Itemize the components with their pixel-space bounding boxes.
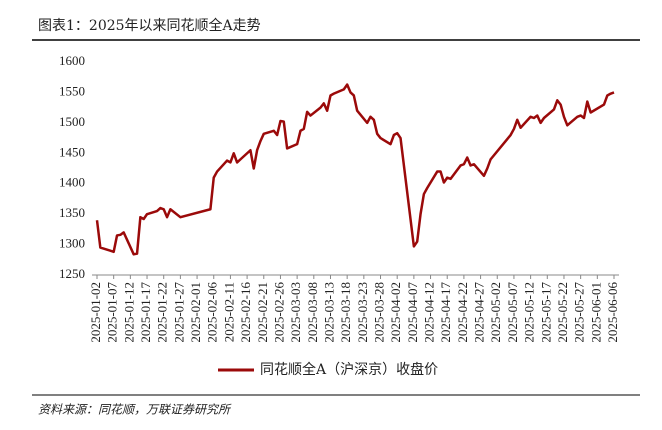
y-tick-label: 1350	[59, 205, 85, 220]
x-tick-label: 2025-02-26	[271, 282, 286, 343]
y-tick-label: 1400	[59, 175, 85, 190]
x-tick-label: 2025-04-27	[472, 282, 487, 343]
x-tick-label: 2025-04-17	[438, 282, 453, 343]
x-tick-label: 2025-02-21	[255, 282, 270, 343]
x-tick-label: 2025-03-03	[288, 282, 303, 343]
x-tick-label: 2025-03-28	[372, 282, 387, 343]
x-tick-label: 2025-02-16	[238, 282, 253, 343]
x-tick-label: 2025-04-22	[455, 282, 470, 343]
x-tick-label: 2025-02-11	[221, 282, 236, 342]
y-tick-label: 1450	[59, 144, 85, 159]
legend-label: 同花顺全A（沪深京）收盘价	[260, 361, 438, 378]
y-tick-label: 1550	[59, 83, 85, 98]
source-note: 资料来源：同花顺，万联证券研究所	[38, 403, 232, 417]
x-tick-label: 2025-02-06	[205, 282, 220, 343]
x-tick-label: 2025-05-17	[538, 282, 553, 343]
x-tick-label: 2025-02-01	[188, 282, 203, 343]
x-tick-label: 2025-01-12	[121, 282, 136, 343]
chart-title: 图表1：2025年以来同花顺全A走势	[38, 17, 261, 34]
y-tick-label: 1600	[59, 53, 85, 68]
x-tick-label: 2025-06-06	[605, 282, 620, 343]
x-tick-label: 2025-03-08	[305, 282, 320, 343]
x-tick-label: 2025-01-27	[171, 282, 186, 343]
x-tick-label: 2025-04-07	[405, 282, 420, 343]
x-tick-label: 2025-03-18	[338, 282, 353, 343]
x-tick-label: 2025-04-02	[388, 282, 403, 343]
x-tick-label: 2025-03-13	[321, 282, 336, 343]
y-tick-label: 1300	[59, 236, 85, 251]
y-tick-label: 1250	[59, 266, 85, 281]
x-tick-label: 2025-01-02	[88, 282, 103, 343]
x-tick-label: 2025-05-27	[572, 282, 587, 343]
price-line	[95, 83, 615, 256]
x-tick-label: 2025-01-22	[155, 282, 170, 343]
x-tick-label: 2025-05-12	[522, 282, 537, 343]
x-tick-label: 2025-05-22	[555, 282, 570, 343]
x-tick-label: 2025-03-23	[355, 282, 370, 343]
x-tick-label: 2025-05-02	[488, 282, 503, 343]
y-tick-label: 1500	[59, 114, 85, 129]
x-tick-label: 2025-04-12	[422, 282, 437, 343]
x-tick-label: 2025-06-01	[588, 282, 603, 343]
x-tick-label: 2025-01-17	[138, 282, 153, 343]
x-tick-label: 2025-01-07	[105, 282, 120, 343]
x-tick-label: 2025-05-07	[505, 282, 520, 343]
